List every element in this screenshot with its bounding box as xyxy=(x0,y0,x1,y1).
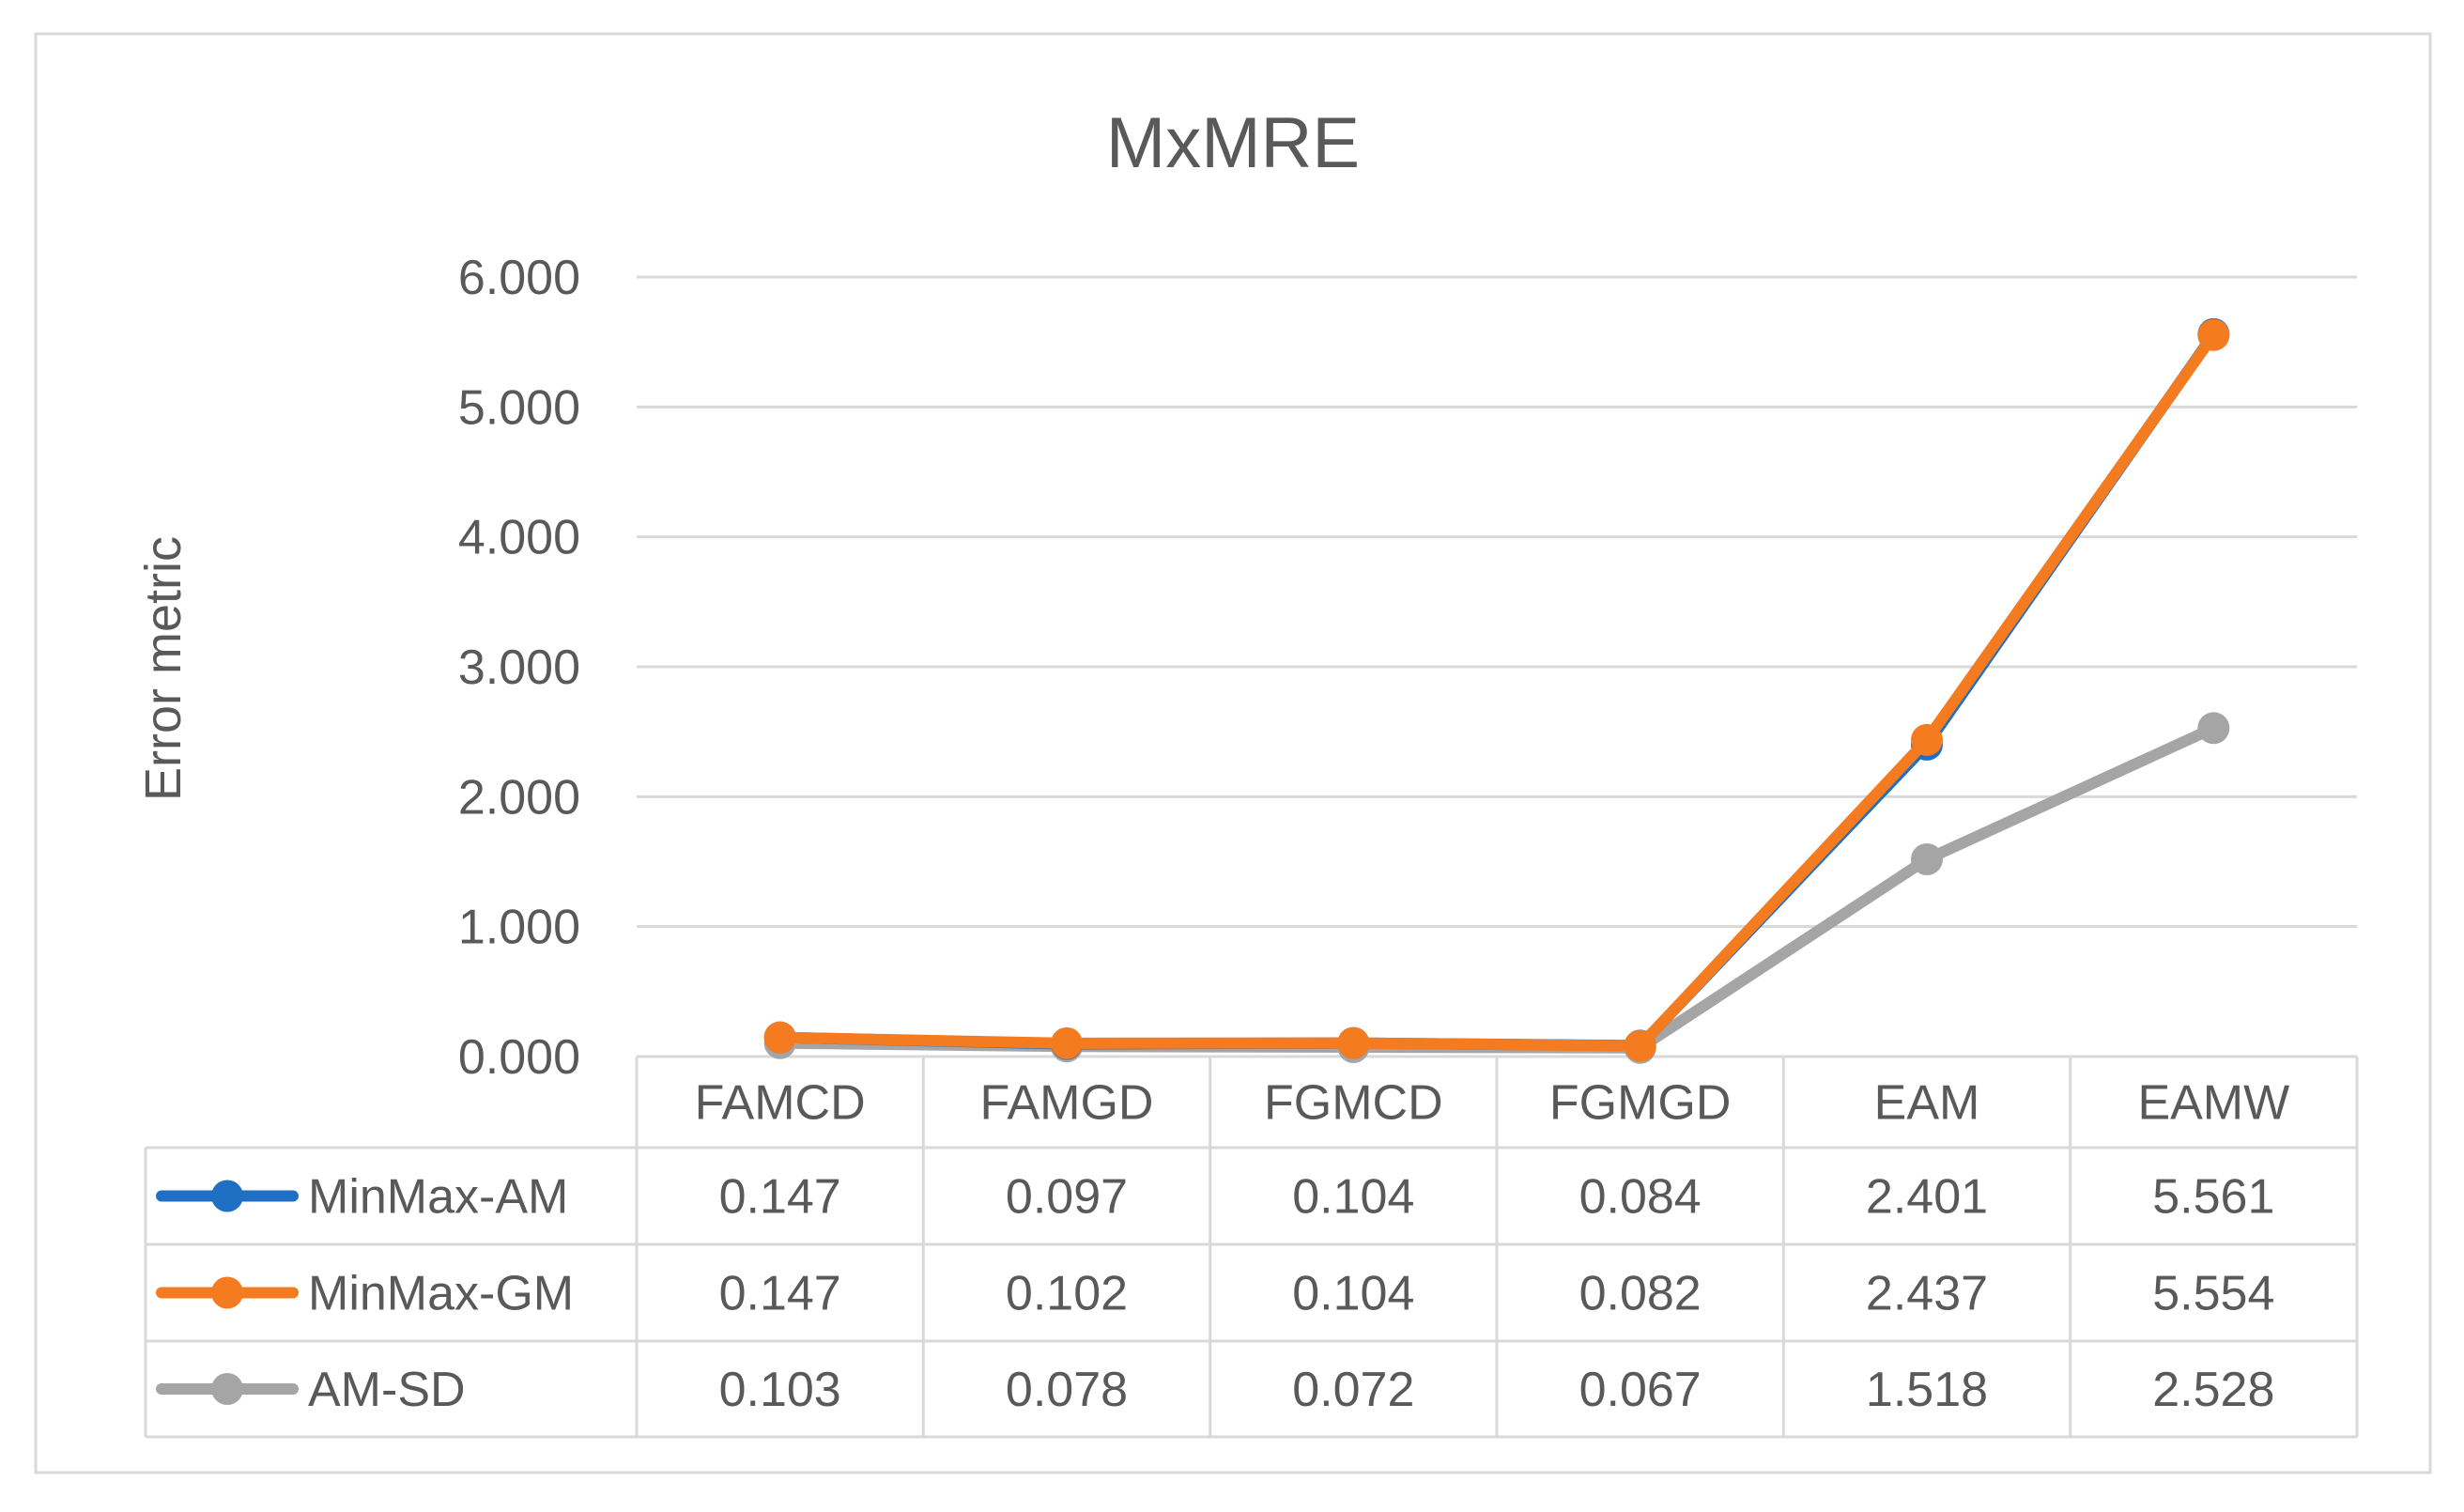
y-axis-label: Error metric xyxy=(135,536,192,801)
chart-title: MxMRE xyxy=(1106,103,1360,183)
table-cell-value: 1.518 xyxy=(1866,1363,1988,1417)
chart-border xyxy=(34,32,2432,1474)
y-tick-label: 0.000 xyxy=(458,1030,580,1085)
data-point xyxy=(1911,843,1943,876)
table-cell-value: 2.437 xyxy=(1866,1267,1988,1321)
data-point xyxy=(763,1021,796,1054)
table-cell-value: 0.147 xyxy=(719,1170,841,1225)
table-cell-value: 0.102 xyxy=(1006,1267,1128,1321)
series-layer xyxy=(763,317,2230,1064)
y-tick-label: 5.000 xyxy=(458,380,580,435)
x-tick-label: FAMGD xyxy=(980,1076,1154,1131)
y-tick-label: 4.000 xyxy=(458,511,580,565)
y-tick-label: 1.000 xyxy=(458,901,580,955)
y-tick-label: 3.000 xyxy=(458,640,580,695)
y-tick-label: 2.000 xyxy=(458,770,580,825)
table-cell-value: 5.561 xyxy=(2152,1170,2274,1225)
x-tick-label: FGMCD xyxy=(1264,1076,1443,1131)
table-cell-value: 0.097 xyxy=(1006,1170,1128,1225)
data-point xyxy=(1911,723,1943,756)
legend-key-marker xyxy=(211,1276,243,1309)
table-cell-value: 0.067 xyxy=(1579,1363,1702,1417)
data-point xyxy=(1337,1026,1370,1059)
x-tick-label: EAMW xyxy=(2137,1076,2289,1131)
legend-key-marker xyxy=(211,1180,243,1212)
y-axis-ticks: 0.000 1.000 2.000 3.000 4.000 5.000 6.000 xyxy=(458,251,580,1085)
y-tick-label: 6.000 xyxy=(458,251,580,305)
data-point xyxy=(2197,318,2230,351)
table-cell-value: 0.084 xyxy=(1579,1170,1702,1225)
legend-key-marker xyxy=(211,1373,243,1405)
table-cell-value: 0.072 xyxy=(1292,1363,1414,1417)
table-cell-value: 0.078 xyxy=(1006,1363,1128,1417)
table-cell-value: 2.528 xyxy=(2152,1363,2274,1417)
x-tick-label: FGMGD xyxy=(1549,1076,1732,1131)
table-cell-value: 0.103 xyxy=(719,1363,841,1417)
table-cell-value: 0.147 xyxy=(719,1267,841,1321)
table-cell-value: 0.082 xyxy=(1579,1267,1702,1321)
series-line xyxy=(774,329,2220,1052)
x-tick-label: EAM xyxy=(1874,1076,1980,1131)
data-point xyxy=(2197,712,2230,745)
legend-series-name: MinMax-GM xyxy=(308,1267,574,1321)
data-point xyxy=(1051,1026,1083,1059)
legend-series-name: MinMax-AM xyxy=(308,1170,568,1225)
legend-series-name: AM-SD xyxy=(308,1363,466,1417)
table-cell-value: 5.554 xyxy=(2152,1267,2274,1321)
table-cell-value: 0.104 xyxy=(1292,1170,1414,1225)
table-cell-value: 2.401 xyxy=(1866,1170,1988,1225)
data-table: FAMCD FAMGD FGMCD FGMGD EAM EAMW MinMax-AM 0.14… xyxy=(144,1055,2359,1439)
table-cell-value: 0.104 xyxy=(1292,1267,1414,1321)
data-point xyxy=(1624,1029,1656,1062)
x-tick-label: FAMCD xyxy=(695,1076,866,1131)
